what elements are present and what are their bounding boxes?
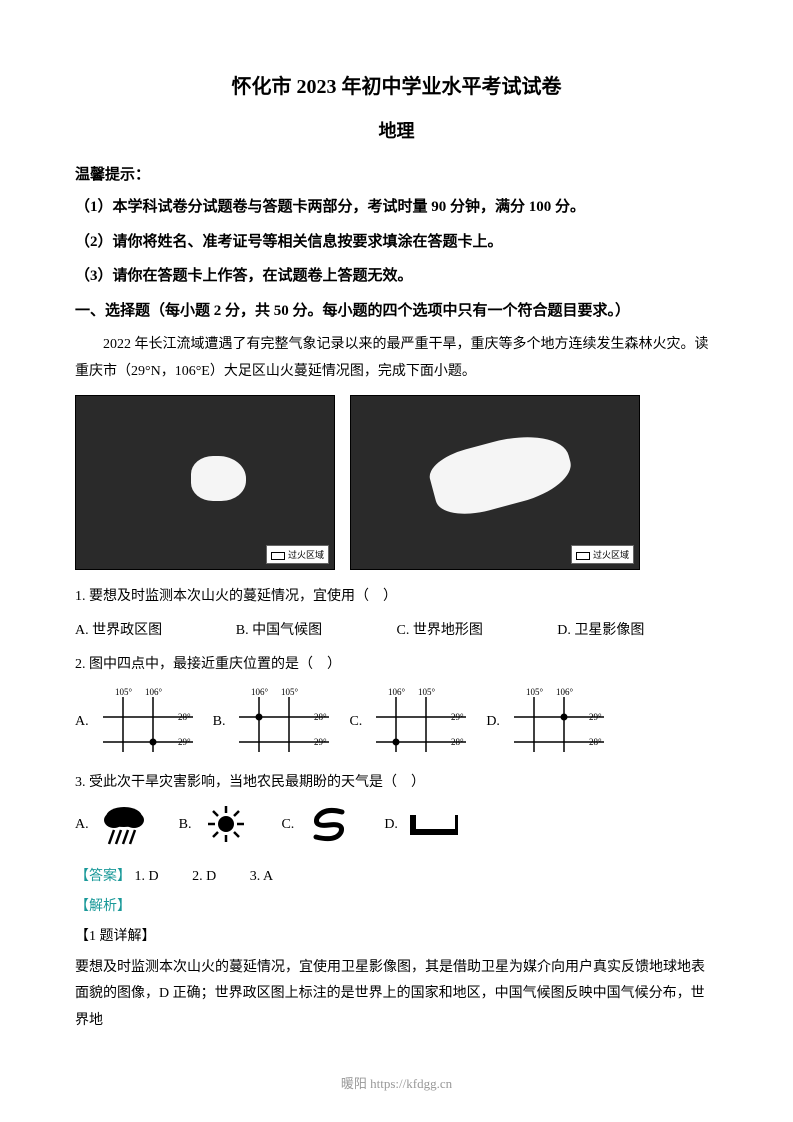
question-2-options: A. 105° 106° 28° 29° B. 106° 105° 28° 29…	[75, 687, 718, 757]
q3-a-label: A.	[75, 817, 89, 833]
q2-b-label: B.	[213, 714, 226, 730]
svg-text:106°: 106°	[556, 687, 574, 697]
subject-title: 地理	[75, 117, 718, 143]
q2-option-d: D. 105° 106° 29° 28°	[486, 687, 614, 757]
q3-b-label: B.	[179, 817, 192, 833]
question-3-options: A. B.	[75, 805, 718, 845]
svg-text:28°: 28°	[314, 712, 327, 722]
rain-icon	[99, 805, 149, 845]
svg-text:29°: 29°	[589, 712, 602, 722]
question-3: 3. 受此次干旱灾害影响，当地农民最期盼的天气是（ ）	[75, 771, 718, 795]
q2-c-label: C.	[349, 714, 362, 730]
q2-option-a: A. 105° 106° 28° 29°	[75, 687, 203, 757]
coord-grid-c: 106° 105° 29° 28°	[366, 687, 476, 757]
q1-option-b: B. 中国气候图	[236, 619, 397, 639]
q2-option-b: B. 106° 105° 28° 29°	[213, 687, 340, 757]
answer-1: 1. D	[135, 869, 159, 885]
svg-text:105°: 105°	[115, 687, 133, 697]
answers-label: 【答案】	[75, 869, 131, 884]
coord-grid-d: 105° 106° 29° 28°	[504, 687, 614, 757]
detail-label: 【1 题详解】	[75, 925, 718, 945]
answer-2: 2. D	[192, 869, 216, 885]
q2-d-label: D.	[486, 714, 500, 730]
section-1-header: 一、选择题（每小题 2 分，共 50 分。每小题的四个选项中只有一个符合题目要求…	[75, 300, 718, 323]
hint-2: （2）请你将姓名、准考证号等相关信息按要求填涂在答题卡上。	[75, 231, 718, 254]
svg-text:28°: 28°	[178, 712, 191, 722]
q3-option-d: D.	[384, 805, 458, 845]
frost-bracket-icon	[408, 805, 458, 845]
satellite-image-pair: 过火区域 过火区域	[75, 395, 718, 570]
page-title: 怀化市 2023 年初中学业水平考试试卷	[75, 70, 718, 99]
q3-option-b: B.	[179, 805, 252, 845]
q2-option-c: C. 106° 105° 29° 28°	[349, 687, 476, 757]
question-1-options: A. 世界政区图 B. 中国气候图 C. 世界地形图 D. 卫星影像图	[75, 619, 718, 639]
answer-3: 3. A	[250, 869, 273, 885]
legend-1: 过火区域	[266, 545, 329, 564]
legend-text: 过火区域	[288, 550, 324, 560]
svg-text:29°: 29°	[314, 737, 327, 747]
coord-grid-b: 106° 105° 28° 29°	[229, 687, 339, 757]
dust-s-icon	[304, 805, 354, 845]
svg-text:106°: 106°	[388, 687, 406, 697]
svg-text:28°: 28°	[589, 737, 602, 747]
satellite-image-1: 过火区域	[75, 395, 335, 570]
coord-grid-a: 105° 106° 28° 29°	[93, 687, 203, 757]
svg-text:29°: 29°	[178, 737, 191, 747]
svg-text:28°: 28°	[451, 737, 464, 747]
svg-text:106°: 106°	[251, 687, 269, 697]
fire-region-2	[425, 424, 577, 523]
q1-option-c: C. 世界地形图	[397, 619, 558, 639]
legend-text: 过火区域	[593, 550, 629, 560]
svg-text:106°: 106°	[145, 687, 163, 697]
legend-swatch	[271, 552, 285, 560]
q3-option-a: A.	[75, 805, 149, 845]
satellite-image-2: 过火区域	[350, 395, 640, 570]
q1-option-d: D. 卫星影像图	[557, 619, 718, 639]
svg-text:29°: 29°	[451, 712, 464, 722]
legend-swatch	[576, 552, 590, 560]
q3-option-c: C.	[281, 805, 354, 845]
q2-a-label: A.	[75, 714, 89, 730]
answers-line: 【答案】 1. D 2. D 3. A	[75, 865, 718, 885]
analysis-label: 【解析】	[75, 895, 718, 915]
svg-text:105°: 105°	[418, 687, 436, 697]
hints-label: 温馨提示：	[75, 163, 718, 184]
hint-1: （1）本学科试卷分试题卷与答题卡两部分，考试时量 90 分钟，满分 100 分。	[75, 196, 718, 219]
context-paragraph: 2022 年长江流域遭遇了有完整气象记录以来的最严重干旱，重庆等多个地方连续发生…	[75, 332, 718, 385]
q3-c-label: C.	[281, 817, 294, 833]
svg-text:105°: 105°	[526, 687, 544, 697]
page-footer: 暖阳 https://kfdgg.cn	[0, 1073, 793, 1092]
sun-icon	[201, 805, 251, 845]
question-2: 2. 图中四点中，最接近重庆位置的是（ ）	[75, 653, 718, 677]
q3-d-label: D.	[384, 817, 398, 833]
fire-region-1	[191, 456, 246, 501]
svg-text:105°: 105°	[281, 687, 299, 697]
q1-option-a: A. 世界政区图	[75, 619, 236, 639]
hint-3: （3）请你在答题卡上作答，在试题卷上答题无效。	[75, 265, 718, 288]
legend-2: 过火区域	[571, 545, 634, 564]
explanation-body: 要想及时监测本次山火的蔓延情况，宜使用卫星影像图，其是借助卫星为媒介向用户真实反…	[75, 955, 718, 1035]
question-1: 1. 要想及时监测本次山火的蔓延情况，宜使用（ ）	[75, 585, 718, 609]
